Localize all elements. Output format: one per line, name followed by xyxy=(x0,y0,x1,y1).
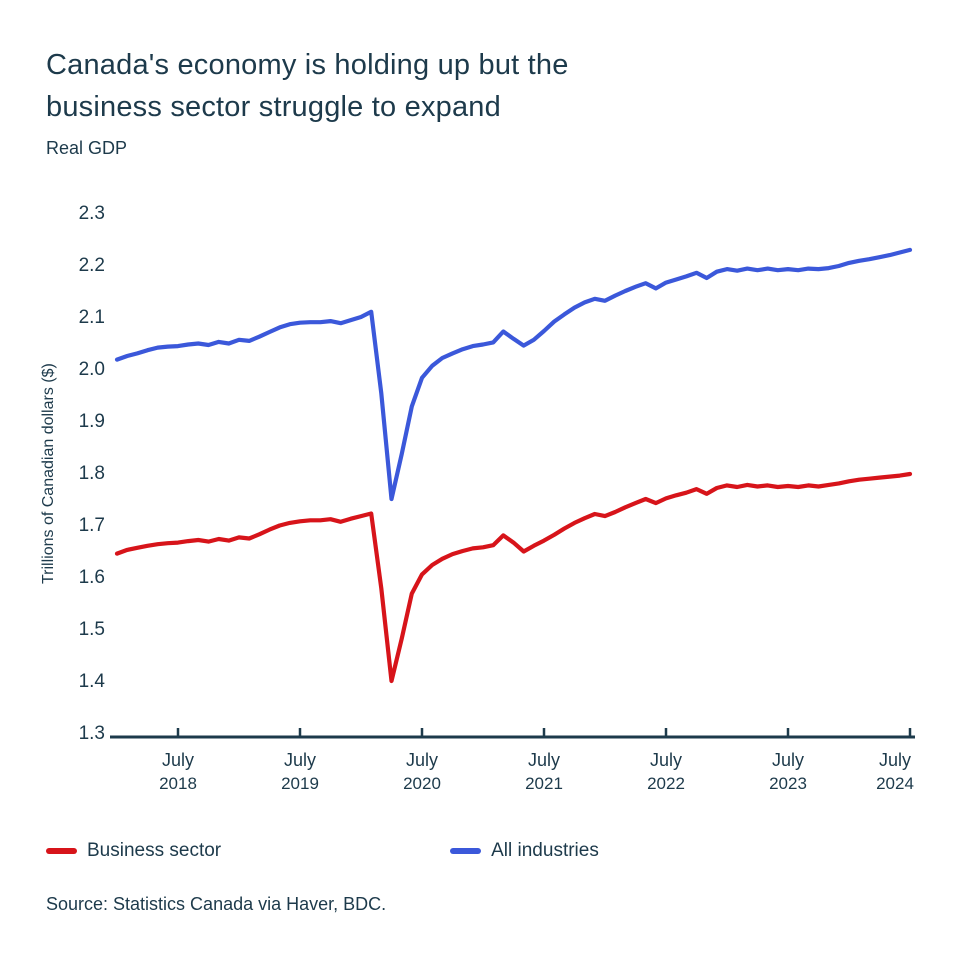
page-title: Canada's economy is holding up but the b… xyxy=(46,49,569,123)
chart-legend: Business sector All industries xyxy=(46,840,599,862)
legend-label: Business sector xyxy=(87,840,222,861)
y-tick-label: 1.8 xyxy=(78,463,105,484)
legend-item: Business sector xyxy=(46,840,221,862)
x-tick-year: 2024 xyxy=(876,774,914,793)
x-tick-month: July xyxy=(405,750,438,770)
y-tick-label: 2.2 xyxy=(78,255,105,276)
x-tick-year: 2019 xyxy=(281,774,319,793)
x-tick-label: July 2023 xyxy=(743,748,833,796)
y-tick-label: 1.4 xyxy=(78,671,105,692)
x-tick-year: 2022 xyxy=(647,774,685,793)
x-tick-year: 2020 xyxy=(403,774,441,793)
y-tick-label: 2.1 xyxy=(78,307,105,328)
legend-item: All industries xyxy=(450,840,599,862)
x-tick-label: July 2022 xyxy=(621,748,711,796)
x-tick-label: July 2020 xyxy=(377,748,467,796)
all-industries-line xyxy=(114,247,913,502)
y-tick-label: 1.5 xyxy=(78,619,105,640)
y-tick-label: 2.0 xyxy=(78,359,105,380)
chart-subtitle: Real GDP xyxy=(46,138,128,158)
x-tick-year: 2018 xyxy=(159,774,197,793)
x-tick-label: July 2021 xyxy=(499,748,589,796)
y-tick-label: 1.6 xyxy=(78,567,105,588)
x-tick-month: July xyxy=(878,750,911,770)
x-tick-month: July xyxy=(771,750,804,770)
x-tick-month: July xyxy=(527,750,560,770)
y-tick-label: 1.3 xyxy=(78,723,105,744)
y-tick-label: 1.9 xyxy=(78,411,105,432)
y-tick-label: 2.3 xyxy=(78,203,105,224)
legend-label: All industries xyxy=(491,840,599,861)
legend-swatch-business xyxy=(46,848,77,854)
x-tick-month: July xyxy=(283,750,316,770)
x-tick-month: July xyxy=(649,750,682,770)
legend-swatch-industries xyxy=(450,848,482,854)
x-tick-label: July 2018 xyxy=(133,748,223,796)
x-tick-year: 2021 xyxy=(525,774,563,793)
x-tick-month: July xyxy=(161,750,194,770)
x-tick-year: 2023 xyxy=(769,774,807,793)
source-note: Source: Statistics Canada via Haver, BDC… xyxy=(46,894,387,914)
business-sector-line xyxy=(114,471,913,684)
y-tick-label: 1.7 xyxy=(78,515,105,536)
x-tick-label: July 2024 xyxy=(850,748,940,796)
x-tick-label: July 2019 xyxy=(255,748,345,796)
